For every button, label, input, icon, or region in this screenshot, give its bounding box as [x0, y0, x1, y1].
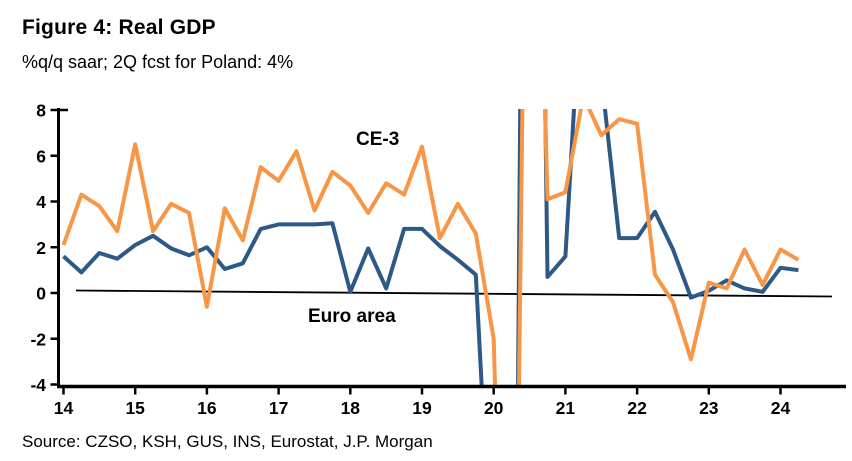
x-tick-label: 19 [412, 398, 432, 418]
y-tick-label: -4 [30, 375, 46, 395]
series-label-ce3: CE-3 [356, 129, 400, 150]
chart-subtitle: %q/q saar; 2Q fcst for Poland: 4% [22, 52, 294, 72]
zero-line [75, 289, 833, 298]
series-label-euro-area: Euro area [308, 306, 396, 327]
x-tick-label: 21 [556, 398, 576, 418]
x-tick-label: 16 [197, 398, 217, 418]
y-tick-label: 4 [36, 192, 46, 212]
x-tick-label: 20 [484, 398, 504, 418]
x-tick-label: 18 [341, 398, 361, 418]
x-tick-label: 15 [125, 398, 145, 418]
y-tick-label: 6 [36, 146, 46, 166]
x-tick-label: 24 [771, 398, 791, 418]
x-tick-label: 23 [699, 398, 719, 418]
y-tick-label: 8 [36, 101, 46, 121]
y-tick-label: 0 [36, 284, 46, 304]
y-tick-label: 2 [36, 238, 46, 258]
chart-title: Figure 4: Real GDP [22, 16, 216, 39]
x-tick-label: 22 [627, 398, 647, 418]
x-tick-label: 14 [54, 398, 74, 418]
y-tick-label: -2 [30, 329, 46, 349]
source-note: Source: CZSO, KSH, GUS, INS, Eurostat, J… [22, 432, 433, 451]
euro-area-line [62, 109, 799, 385]
x-tick-label: 17 [269, 398, 288, 418]
ce3-line [61, 109, 800, 385]
